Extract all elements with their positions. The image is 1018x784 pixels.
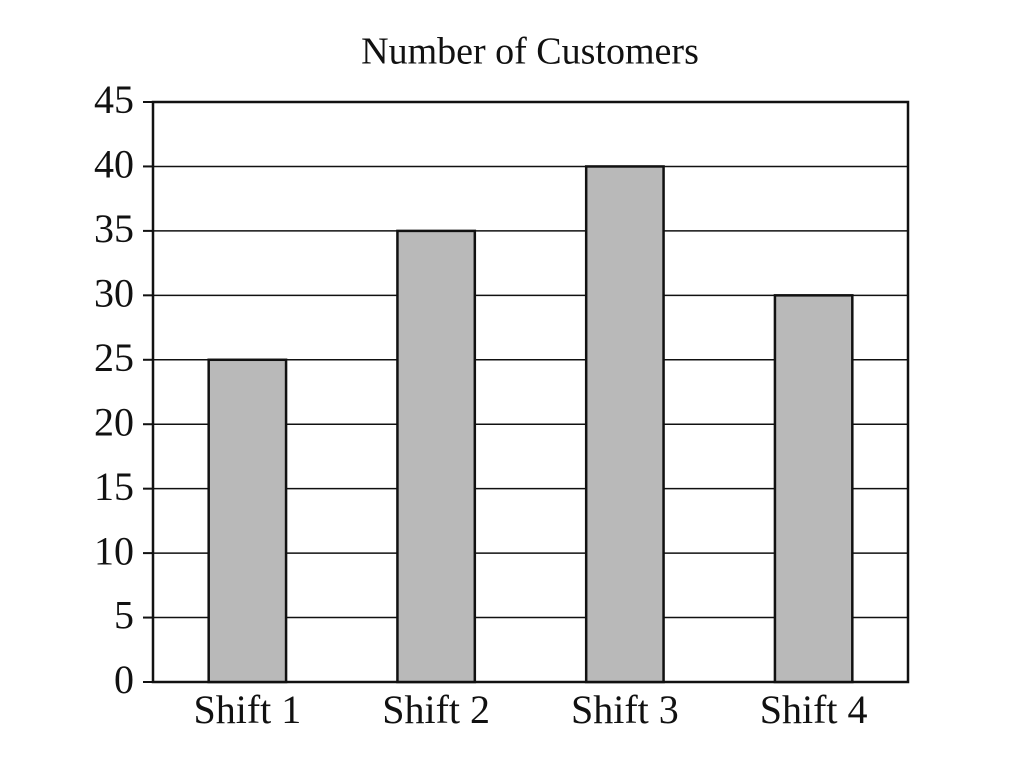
x-tick-label: Shift 3 (571, 687, 679, 732)
bar (773, 294, 854, 684)
y-tick-label: 40 (94, 142, 134, 187)
x-tick-label: Shift 2 (382, 687, 490, 732)
y-tick-label: 20 (94, 399, 134, 444)
x-tick-label: Shift 1 (193, 687, 301, 732)
y-tick-label: 45 (94, 77, 134, 122)
bar (584, 165, 665, 684)
y-tick-label: 5 (114, 593, 134, 638)
y-tick-label: 25 (94, 335, 134, 380)
y-tick-label: 30 (94, 271, 134, 316)
x-tick-label: Shift 4 (760, 687, 868, 732)
chart-title: Number of Customers (361, 31, 699, 73)
y-tick-label: 15 (94, 464, 134, 509)
y-tick-label: 10 (94, 528, 134, 573)
bar (396, 229, 477, 684)
bar (207, 358, 288, 684)
y-tick-label: 35 (94, 206, 134, 251)
y-tick-label: 0 (114, 657, 134, 702)
plot-frame (151, 100, 910, 684)
